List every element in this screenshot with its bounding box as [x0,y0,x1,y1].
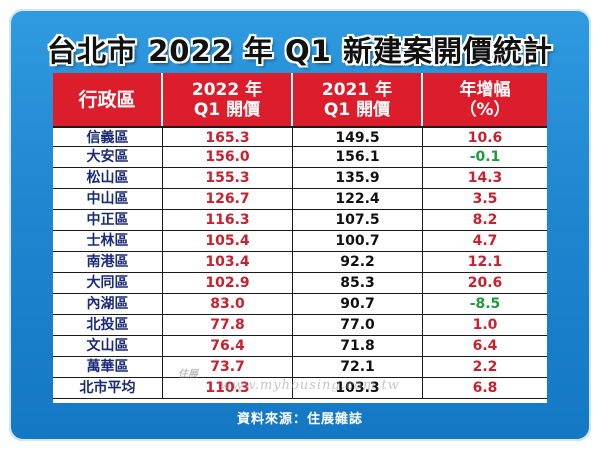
price-2022-cell: 126.7 [163,189,293,209]
price-2022-cell: 103.4 [163,252,293,272]
price-2022-cell: 110.3 [163,378,293,398]
header-growth-line2: （%） [459,99,511,120]
table-row: 中正區 116.3 107.5 8.2 [53,210,547,231]
district-cell: 文山區 [53,336,163,356]
price-2021-cell: 156.1 [293,147,423,167]
district-cell: 中正區 [53,210,163,230]
growth-cell: 4.7 [472,233,498,249]
table-row: 文山區 76.4 71.8 6.4 [53,336,547,357]
growth-cell: 12.1 [467,254,503,270]
district-cell: 信義區 [53,128,163,148]
table-row: 北市平均 110.3 103.3 6.8 [53,378,547,399]
table-row: 大同區 102.9 85.3 20.6 [53,273,547,294]
district-cell: 大同區 [53,273,163,293]
district-cell: 北投區 [53,315,163,335]
table-row: 士林區 105.4 100.7 4.7 [53,231,547,252]
price-2022-cell: 73.7 [163,357,293,377]
growth-cell: -8.5 [469,296,501,312]
price-2022-cell: 105.4 [163,231,293,251]
price-2021-cell: 90.7 [293,294,423,314]
table-body: 信義區 165.3 149.5 10.6 大安區 156.0 156.1 -0.… [53,126,547,399]
watermark-url: www.myhousing.com.tw [220,378,400,393]
price-2022-cell: 83.0 [163,294,293,314]
district-cell: 中山區 [53,189,163,209]
header-district: 行政區 [53,73,163,126]
header-price-2022: 2022 年 Q1 開價 [163,73,293,126]
table-row: 南港區 103.4 92.2 12.1 [53,252,547,273]
table-row: 大安區 156.0 156.1 -0.1 [53,147,547,168]
price-2021-cell: 72.1 [293,357,423,377]
district-cell: 萬華區 [53,357,163,377]
table-row: 北投區 77.8 77.0 1.0 [53,315,547,336]
price-2021-cell: 85.3 [293,273,423,293]
header-district-label: 行政區 [78,88,136,111]
district-cell: 北市平均 [53,378,163,398]
growth-cell: 20.6 [467,275,503,291]
growth-cell: 2.2 [472,359,498,375]
price-2021-cell: 107.5 [293,210,423,230]
header-price-2021-line1: 2021 年 [321,79,393,100]
table-row: 中山區 126.7 122.4 3.5 [53,189,547,210]
header-growth: 年增幅 （%） [423,73,547,126]
price-2022-cell: 102.9 [163,273,293,293]
price-2021-cell: 149.5 [293,128,423,148]
source-note: 資料來源：住展雜誌 [236,412,363,427]
district-cell: 士林區 [53,231,163,251]
price-2021-cell: 77.0 [293,315,423,335]
table-row: 內湖區 83.0 90.7 -8.5 [53,294,547,315]
price-2021-cell: 122.4 [293,189,423,209]
growth-cell: 6.8 [472,380,498,396]
publisher-logo: 住展 [178,369,198,380]
price-2022-cell: 76.4 [163,336,293,356]
table-row: 萬華區 73.7 72.1 2.2 [53,357,547,378]
price-2022-cell: 116.3 [163,210,293,230]
growth-cell: 10.6 [467,130,503,146]
price-2022-cell: 165.3 [163,128,293,148]
district-cell: 松山區 [53,168,163,188]
header-price-2021-line2: Q1 開價 [323,99,391,120]
header-growth-line1: 年增幅 [459,79,511,100]
district-cell: 南港區 [53,252,163,272]
growth-cell: 8.2 [472,212,498,228]
price-2021-cell: 103.3 [293,378,423,398]
price-table: 行政區 2022 年 Q1 開價 2021 年 Q1 開價 年增幅 （%） 信義… [53,73,547,403]
price-2022-cell: 77.8 [163,315,293,335]
header-price-2022-line2: Q1 開價 [193,99,261,120]
price-2021-cell: 135.9 [293,168,423,188]
price-2021-cell: 92.2 [293,252,423,272]
page-title: 台北市 2022 年 Q1 新建案開價統計 [47,34,553,68]
growth-cell: 1.0 [472,317,498,333]
header-price-2021: 2021 年 Q1 開價 [293,73,423,126]
price-2021-cell: 100.7 [293,231,423,251]
growth-cell: 6.4 [472,338,498,354]
growth-cell: 14.3 [467,170,503,186]
table-row: 松山區 155.3 135.9 14.3 [53,168,547,189]
district-cell: 內湖區 [53,294,163,314]
growth-cell: -0.1 [469,149,501,165]
table-row: 信義區 165.3 149.5 10.6 [53,126,547,148]
price-2022-cell: 155.3 [163,168,293,188]
district-cell: 大安區 [53,147,163,167]
price-2022-cell: 156.0 [163,147,293,167]
price-2021-cell: 71.8 [293,336,423,356]
header-price-2022-line1: 2022 年 [191,79,263,100]
growth-cell: 3.5 [472,191,498,207]
